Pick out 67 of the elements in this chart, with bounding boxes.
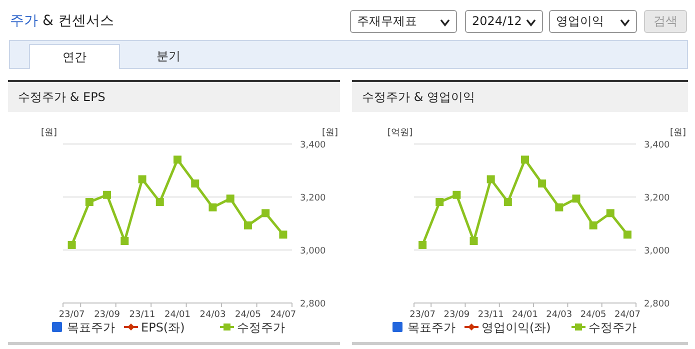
x-tick-label: 23/09 [444, 310, 470, 320]
y2-tick-label: 3,000 [300, 246, 326, 256]
point [208, 203, 217, 212]
x-tick-label: 24/07 [614, 310, 640, 320]
point [606, 209, 614, 218]
y2-axis-title: [원] [670, 128, 686, 138]
x-tick-label: 24/03 [546, 310, 572, 320]
x-tick-label: 23/09 [94, 310, 120, 320]
x-tick-label: 24/05 [234, 310, 261, 320]
legend-label: 수정주가 [237, 320, 285, 334]
y2-tick-label: 3,200 [644, 194, 670, 204]
point [572, 194, 580, 203]
point [279, 230, 288, 239]
text: 검색 [644, 10, 687, 33]
x-tick-label: 24/03 [200, 310, 226, 320]
x-tick-label: 23/11 [129, 310, 156, 320]
point [555, 203, 564, 212]
point [623, 230, 632, 239]
text: 분기 [156, 48, 182, 65]
point [486, 175, 495, 184]
legend-label: 수정주가 [588, 320, 636, 334]
y2-tick-label: 2,800 [300, 300, 326, 310]
y2-tick-label: 3,400 [300, 140, 326, 150]
point [191, 179, 200, 188]
x-tick-label: 23/07 [58, 310, 85, 320]
x-tick-label: 24/07 [270, 310, 296, 320]
x-tick-label: 24/05 [580, 310, 606, 320]
text: 영업이익 [549, 10, 637, 33]
y2-tick-label: 3,200 [300, 194, 326, 204]
chart-title: 수정주가 & 영업이익 [362, 89, 475, 106]
y2-tick-label: 2,800 [644, 300, 670, 310]
point [85, 198, 94, 206]
x-tick-label: 24/01 [512, 310, 538, 320]
point [226, 194, 234, 203]
point [470, 236, 478, 245]
point [436, 198, 444, 206]
point [538, 179, 546, 188]
point [452, 190, 461, 199]
y-axis-title: [억원] [387, 128, 413, 138]
point [120, 236, 129, 245]
x-tick-label: 23/11 [478, 310, 504, 320]
text: 2024/12 [465, 10, 543, 33]
y2-tick-label: 3,000 [644, 246, 670, 256]
y2-axis-title: [원] [322, 128, 338, 138]
y-axis-title: [원] [40, 128, 58, 138]
point [244, 221, 252, 230]
point [262, 209, 270, 218]
legend-label: 목표주가 [67, 320, 115, 334]
text: 연간 [29, 44, 120, 69]
point [174, 156, 182, 164]
y2-tick-label: 3,400 [644, 140, 670, 150]
legend-label: 목표주가 [408, 320, 456, 334]
text: 주가 & 컨센서스 [10, 13, 114, 29]
point [504, 198, 512, 206]
point [418, 240, 427, 249]
chart-title: 수정주가 & EPS [18, 89, 106, 106]
point [156, 198, 164, 206]
legend-label: EPS(좌) [141, 320, 185, 334]
text: 주재무제표 [350, 10, 457, 33]
x-tick-label: 23/07 [410, 310, 436, 320]
legend-label: 영업이익(좌) [482, 320, 551, 334]
point [68, 240, 76, 249]
x-tick-label: 24/01 [164, 310, 190, 320]
point [521, 156, 529, 164]
point [589, 221, 598, 230]
point [138, 175, 146, 184]
point [103, 190, 112, 199]
